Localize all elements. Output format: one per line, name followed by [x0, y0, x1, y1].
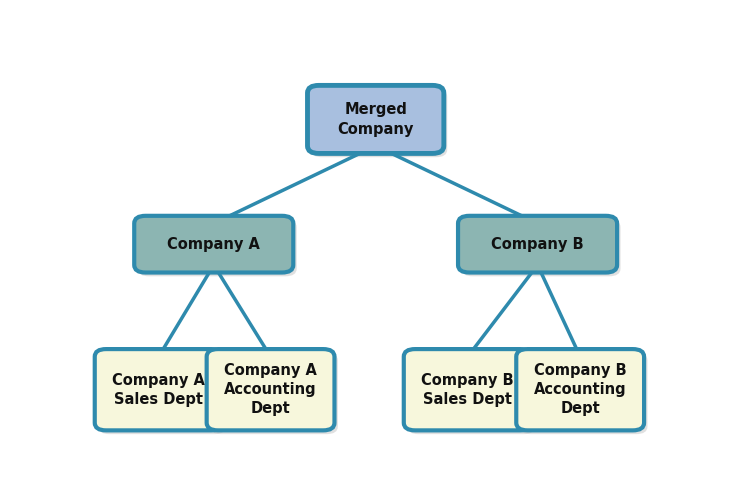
- FancyBboxPatch shape: [98, 353, 226, 434]
- Text: Company B: Company B: [491, 237, 584, 252]
- Text: Company A
Sales Dept: Company A Sales Dept: [112, 373, 205, 407]
- FancyBboxPatch shape: [404, 349, 531, 431]
- Text: Company A
Accounting
Dept: Company A Accounting Dept: [224, 363, 317, 416]
- FancyBboxPatch shape: [210, 353, 338, 434]
- Text: Company B
Accounting
Dept: Company B Accounting Dept: [534, 363, 627, 416]
- Text: Company B
Sales Dept: Company B Sales Dept: [421, 373, 514, 407]
- FancyBboxPatch shape: [458, 216, 617, 273]
- FancyBboxPatch shape: [138, 219, 297, 276]
- FancyBboxPatch shape: [95, 349, 223, 431]
- FancyBboxPatch shape: [520, 353, 647, 434]
- FancyBboxPatch shape: [462, 219, 621, 276]
- FancyBboxPatch shape: [516, 349, 644, 431]
- FancyBboxPatch shape: [134, 216, 293, 273]
- Text: Company A: Company A: [167, 237, 260, 252]
- FancyBboxPatch shape: [311, 89, 447, 157]
- FancyBboxPatch shape: [408, 353, 535, 434]
- FancyBboxPatch shape: [308, 85, 444, 154]
- FancyBboxPatch shape: [207, 349, 334, 431]
- Text: Merged
Company: Merged Company: [337, 102, 414, 136]
